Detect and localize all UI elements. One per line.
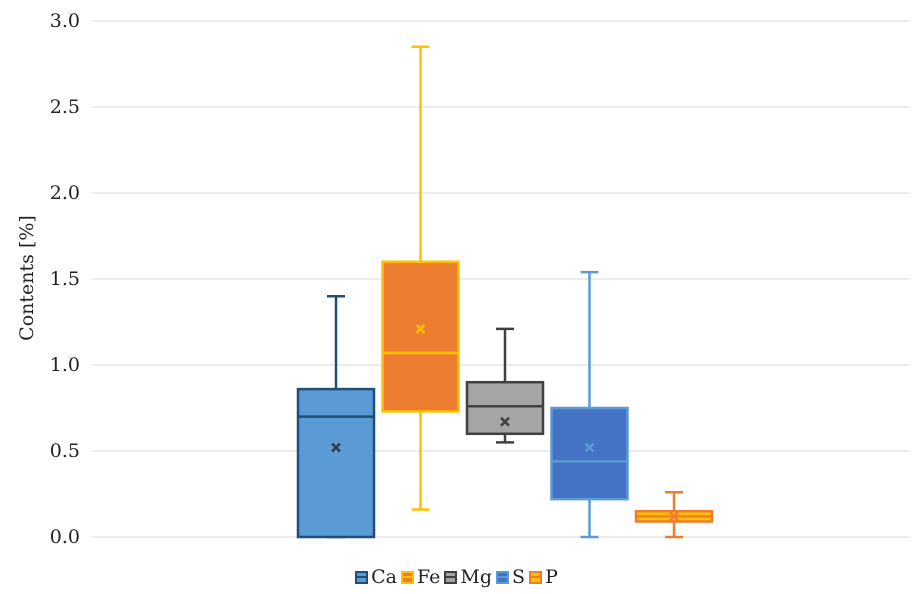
y-tick-label: 1.5 (50, 268, 80, 290)
box-mg (465, 327, 545, 444)
y-tick-labels: 0.0 0.5 1.0 1.5 2.0 2.5 3.0 (50, 10, 80, 548)
mean-marker (500, 416, 510, 427)
y-axis-title: Contents [%] (16, 215, 38, 341)
box-p (634, 491, 714, 539)
grid-layer (92, 20, 910, 538)
y-tick-label: 3.0 (50, 10, 80, 32)
y-tick-label: 1.0 (50, 354, 80, 376)
mean-marker (669, 511, 679, 522)
mean-marker (584, 442, 595, 453)
legend-item-ca: Ca (355, 566, 397, 588)
box-fe (381, 45, 460, 511)
legend-label: Ca (371, 566, 398, 588)
iqr-box (550, 406, 629, 501)
mean-marker (415, 323, 426, 334)
box-ca (296, 294, 376, 539)
y-tick-label: 2.0 (50, 182, 80, 204)
legend-item-p: P (529, 566, 558, 588)
iqr-box (296, 387, 376, 539)
y-tick-label: 0.0 (50, 526, 80, 548)
y-tick-label: 0.5 (50, 440, 80, 462)
legend-swatch (355, 570, 369, 584)
legend-label: P (545, 566, 558, 588)
legend-swatch (401, 570, 415, 584)
legend-label: Fe (417, 566, 441, 588)
mean-marker (331, 442, 341, 453)
legend-item-s: S (496, 566, 525, 588)
iqr-box (465, 380, 545, 436)
box-s (550, 270, 629, 539)
legend-label: Mg (460, 566, 493, 588)
iqr-box (381, 260, 460, 413)
box-layer (296, 45, 714, 539)
legend: Ca Fe Mg S P (0, 566, 913, 589)
legend-item-mg: Mg (444, 566, 492, 588)
legend-swatch (444, 570, 458, 584)
legend-swatch (496, 570, 510, 584)
legend-swatch (529, 570, 543, 584)
legend-label: S (512, 566, 526, 588)
legend-item-fe: Fe (401, 566, 440, 588)
y-tick-label: 2.5 (50, 96, 80, 118)
